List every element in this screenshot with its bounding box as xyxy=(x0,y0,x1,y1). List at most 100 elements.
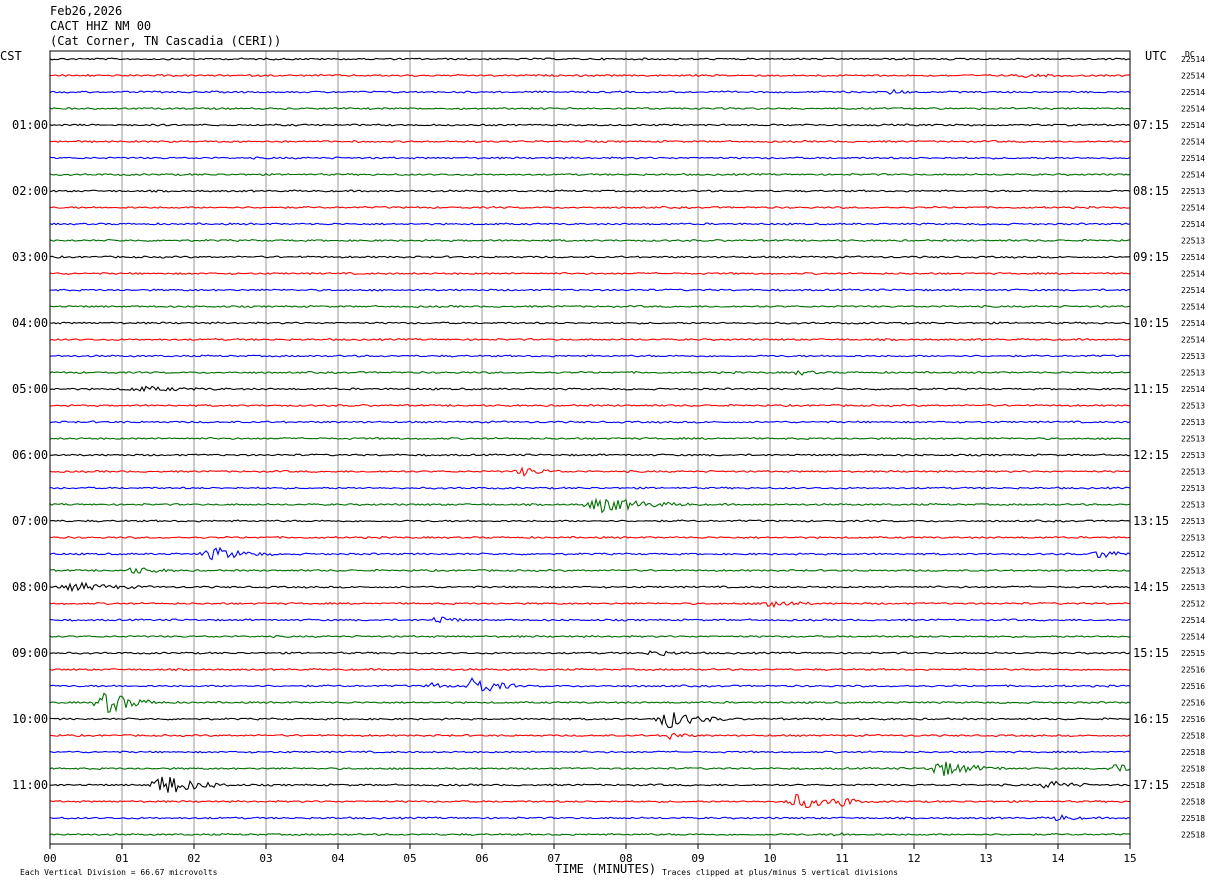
left-hour-label: 11:00 xyxy=(12,778,48,792)
dc-value-label: 22516 xyxy=(1181,666,1205,675)
dc-value-label: 22518 xyxy=(1181,798,1205,807)
x-tick-label: 01 xyxy=(115,852,128,865)
trace-line xyxy=(49,238,1131,243)
left-hour-label: 05:00 xyxy=(12,382,48,396)
trace-line xyxy=(49,222,1131,226)
dc-value-label: 22513 xyxy=(1181,418,1205,427)
left-hour-label: 04:00 xyxy=(12,316,48,330)
trace-line xyxy=(49,761,1131,777)
dc-value-label: 22514 xyxy=(1181,204,1205,213)
dc-value-label: 22514 xyxy=(1181,171,1205,180)
trace-line xyxy=(49,288,1131,292)
dc-value-label: 22514 xyxy=(1181,105,1205,114)
trace-line xyxy=(49,369,1131,376)
dc-value-label: 22518 xyxy=(1181,831,1205,840)
trace-line xyxy=(49,793,1130,808)
dc-value-label: 22513 xyxy=(1181,451,1205,460)
trace-line xyxy=(49,453,1131,457)
trace-line xyxy=(49,634,1131,639)
left-hour-label: 01:00 xyxy=(12,118,48,132)
x-tick-label: 04 xyxy=(331,852,345,865)
left-hour-label: 03:00 xyxy=(12,250,48,264)
trace-line xyxy=(49,304,1131,309)
trace-line xyxy=(49,581,1131,593)
trace-line xyxy=(49,616,1131,624)
right-zone-label: UTC xyxy=(1145,49,1167,63)
dc-value-label: 22513 xyxy=(1181,484,1205,493)
trace-line xyxy=(49,189,1131,193)
dc-value-label: 22513 xyxy=(1181,352,1205,361)
left-hour-label: 07:00 xyxy=(12,514,48,528)
left-hour-label: 10:00 xyxy=(12,712,48,726)
dc-value-label: 22516 xyxy=(1181,699,1205,708)
left-hour-label: 02:00 xyxy=(12,184,48,198)
dc-value-label: 22512 xyxy=(1181,550,1205,559)
trace-line xyxy=(49,497,1131,514)
x-tick-label: 10 xyxy=(763,852,776,865)
minute-grid xyxy=(121,51,1059,844)
dc-value-label: 22513 xyxy=(1181,583,1205,592)
dc-value-label: 22513 xyxy=(1181,567,1205,576)
x-tick-label: 14 xyxy=(1051,852,1065,865)
trace-line xyxy=(49,57,1131,61)
left-hour-label: 09:00 xyxy=(12,646,48,660)
trace-line xyxy=(49,88,1131,95)
dc-value-label: 22514 xyxy=(1181,121,1205,130)
x-tick-label: 07 xyxy=(547,852,560,865)
x-tick-label: 03 xyxy=(259,852,272,865)
trace-line xyxy=(49,73,1131,79)
location-label: (Cat Corner, TN Cascadia (CERI)) xyxy=(50,34,282,48)
left-hour-label: 08:00 xyxy=(12,580,48,594)
plot-frame xyxy=(49,50,1131,845)
x-tick-label: 02 xyxy=(187,852,200,865)
dc-value-label: 22518 xyxy=(1181,781,1205,790)
trace-line xyxy=(49,436,1131,441)
trace-line xyxy=(49,156,1131,160)
x-tick-label: 05 xyxy=(403,852,416,865)
x-tick-label: 06 xyxy=(475,852,488,865)
dc-value-label: 22518 xyxy=(1181,748,1205,757)
dc-value-label: 22513 xyxy=(1181,402,1205,411)
vertical-division-note: Each Vertical Division = 66.67 microvolt… xyxy=(20,868,218,877)
dc-value-label: 22514 xyxy=(1181,319,1205,328)
trace-line xyxy=(49,271,1131,276)
trace-line xyxy=(49,692,1131,713)
dc-value-label: 22514 xyxy=(1181,253,1205,262)
trace-line xyxy=(49,677,1131,692)
trace-line xyxy=(49,403,1130,408)
dc-value-label: 22518 xyxy=(1181,765,1205,774)
dc-value-label: 22514 xyxy=(1181,138,1205,147)
dc-value-label: 22518 xyxy=(1181,814,1205,823)
x-tick-label: 08 xyxy=(619,852,632,865)
plot-header: Feb26,2026 CACT HHZ NM 00 (Cat Corner, T… xyxy=(50,4,281,49)
right-hour-label: 15:15 xyxy=(1133,646,1169,660)
dc-value-label: 22513 xyxy=(1181,435,1205,444)
dc-value-label: 22513 xyxy=(1181,237,1205,246)
date-label: Feb26,2026 xyxy=(50,4,123,18)
axis-labels: CST UTC DC 01:00 02:00 03:00 04:00 05:00 06:00 07… xyxy=(0,49,1205,877)
right-hour-label: 13:15 xyxy=(1133,514,1169,528)
x-tick-label: 15 xyxy=(1123,852,1136,865)
trace-line xyxy=(49,832,1131,837)
dc-value-label: 22514 xyxy=(1181,88,1205,97)
x-tick-label: 09 xyxy=(691,852,704,865)
dc-value-label: 22513 xyxy=(1181,468,1205,477)
right-hour-label: 11:15 xyxy=(1133,382,1169,396)
right-hour-label: 10:15 xyxy=(1133,316,1169,330)
dc-value-label: 22514 xyxy=(1181,55,1205,64)
trace-line xyxy=(49,205,1131,210)
trace-line xyxy=(49,354,1131,358)
trace-line xyxy=(49,813,1131,822)
dc-value-label: 22514 xyxy=(1181,220,1205,229)
dc-value-label: 22513 xyxy=(1181,501,1205,510)
dc-value-label: 22512 xyxy=(1181,600,1205,609)
dc-value-label: 22516 xyxy=(1181,715,1205,724)
left-hour-label: 06:00 xyxy=(12,448,48,462)
x-tick-label: 12 xyxy=(907,852,920,865)
trace-line xyxy=(49,106,1131,111)
dc-value-label: 22513 xyxy=(1181,369,1205,378)
right-hour-label: 17:15 xyxy=(1133,778,1169,792)
dc-value-label: 22514 xyxy=(1181,616,1205,625)
left-zone-label: CST xyxy=(0,49,22,63)
dc-value-label: 22513 xyxy=(1181,187,1205,196)
